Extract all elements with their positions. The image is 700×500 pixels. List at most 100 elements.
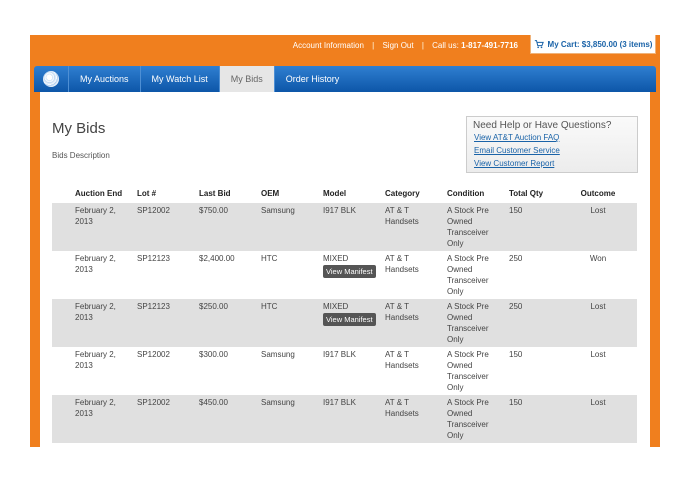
cell-condition: A Stock Pre Owned Transceiver Only (447, 395, 509, 443)
cell-category: AT & T Handsets (385, 299, 447, 347)
cell-total-qty: 250 (509, 251, 559, 299)
cart-summary: My Cart: $3,850.00 (3 items) (547, 39, 653, 49)
cell-outcome: Lost (559, 395, 637, 443)
cell-auction-end-text: February 2, 2013 (75, 398, 116, 418)
cell-outcome-text: Lost (590, 302, 606, 311)
cell-outcome-text: Lost (590, 206, 606, 215)
cell-oem-text: HTC (261, 302, 278, 311)
cell-auction-end: February 2, 2013 (52, 251, 137, 299)
cell-outcome-text: Lost (590, 350, 606, 359)
cell-model: I917 BLK (323, 395, 385, 443)
faq-link[interactable]: View AT&T Auction FAQ (474, 133, 560, 142)
att-globe-icon[interactable] (34, 66, 69, 92)
nav-my-bids[interactable]: My Bids (219, 66, 275, 92)
page-description: Bids Description (52, 151, 110, 160)
top-links: Account Information | Sign Out | Call us… (293, 41, 518, 50)
cell-last-bid: $250.00 (199, 299, 261, 347)
view-manifest-button[interactable]: View Manifest (323, 265, 376, 278)
cell-total-qty-text: 150 (509, 398, 523, 407)
col-category: Category (385, 189, 420, 198)
cell-total-qty-text: 250 (509, 302, 523, 311)
col-oem: OEM (261, 189, 280, 198)
cell-oem: HTC (261, 251, 323, 299)
cell-last-bid: $450.00 (199, 395, 261, 443)
customer-report-link[interactable]: View Customer Report (474, 159, 555, 168)
call-us-label: Call us: (432, 41, 459, 50)
cell-lot: SP12002 (137, 395, 199, 443)
cell-oem-text: HTC (261, 254, 278, 263)
cell-auction-end-text: February 2, 2013 (75, 302, 116, 322)
cell-category-text: AT & T Handsets (385, 350, 419, 370)
cell-total-qty: 150 (509, 395, 559, 443)
nav-order-history[interactable]: Order History (285, 74, 340, 84)
cell-lot: SP12123 (137, 299, 199, 347)
col-condition: Condition (447, 189, 485, 198)
cell-total-qty-text: 150 (509, 206, 523, 215)
cell-last-bid-text: $2,400.00 (199, 254, 235, 263)
cell-total-qty: 250 (509, 299, 559, 347)
cell-oem-text: Samsung (261, 398, 295, 407)
cell-outcome: Lost (559, 347, 637, 395)
separator: | (372, 41, 375, 50)
table-header-row: Auction End Lot # Last Bid OEM Model Cat… (52, 189, 637, 203)
account-information-link[interactable]: Account Information (292, 41, 364, 50)
cell-model: MIXED View Manifest (323, 251, 385, 299)
nav-my-auctions[interactable]: My Auctions (69, 66, 141, 92)
main-nav: My Auctions My Watch List My Bids Order … (34, 66, 656, 92)
cell-lot-text: SP12123 (137, 302, 170, 311)
email-customer-service-link[interactable]: Email Customer Service (474, 146, 560, 155)
cell-model-text: I917 BLK (323, 206, 356, 215)
cell-oem-text: Samsung (261, 350, 295, 359)
cell-lot: SP12123 (137, 251, 199, 299)
cell-model-text: MIXED (323, 302, 349, 311)
cell-lot-text: SP12002 (137, 206, 170, 215)
nav-my-watch-list[interactable]: My Watch List (141, 66, 220, 92)
col-total-qty: Total Qty (509, 189, 544, 198)
cell-condition-text: A Stock Pre Owned Transceiver Only (447, 302, 489, 344)
col-last-bid: Last Bid (199, 189, 231, 198)
table-row: February 2, 2013 SP12002 $750.00 Samsung I91… (52, 203, 637, 251)
cart-button[interactable]: My Cart: $3,850.00 (3 items) (530, 35, 656, 54)
phone-number: 1-817-491-7716 (461, 41, 518, 50)
cell-total-qty: 150 (509, 347, 559, 395)
cell-oem: HTC (261, 299, 323, 347)
cell-last-bid: $750.00 (199, 203, 261, 251)
cell-condition: A Stock Pre Owned Transceiver Only (447, 203, 509, 251)
help-title: Need Help or Have Questions? (473, 120, 612, 131)
cell-model: I917 BLK (323, 203, 385, 251)
cell-category-text: AT & T Handsets (385, 398, 419, 418)
cell-outcome: Won (559, 251, 637, 299)
cell-condition-text: A Stock Pre Owned Transceiver Only (447, 350, 489, 392)
cell-lot: SP12002 (137, 203, 199, 251)
cell-last-bid-text: $300.00 (199, 350, 228, 359)
cell-model: I917 BLK (323, 347, 385, 395)
cell-oem-text: Samsung (261, 206, 295, 215)
cell-condition-text: A Stock Pre Owned Transceiver Only (447, 206, 489, 248)
view-manifest-button[interactable]: View Manifest (323, 313, 376, 326)
table-row: February 2, 2013 SP12123 $2,400.00 HTC MIXED… (52, 251, 637, 299)
cell-auction-end: February 2, 2013 (52, 203, 137, 251)
cell-outcome-text: Lost (590, 398, 606, 407)
separator: | (421, 41, 424, 50)
cell-lot: SP12002 (137, 347, 199, 395)
col-outcome: Outcome (580, 189, 616, 198)
cell-condition: A Stock Pre Owned Transceiver Only (447, 347, 509, 395)
col-lot: Lot # (137, 189, 157, 198)
cell-auction-end-text: February 2, 2013 (75, 350, 116, 370)
cell-oem: Samsung (261, 203, 323, 251)
cell-category-text: AT & T Handsets (385, 302, 419, 322)
page-frame: Account Information | Sign Out | Call us… (30, 35, 660, 447)
col-model: Model (323, 189, 347, 198)
cell-category-text: AT & T Handsets (385, 206, 419, 226)
main-content: My Bids Bids Description Need Help or Ha… (40, 92, 650, 447)
cell-last-bid: $2,400.00 (199, 251, 261, 299)
sign-out-link[interactable]: Sign Out (382, 41, 414, 50)
col-auction-end: Auction End (75, 189, 123, 198)
cell-auction-end: February 2, 2013 (52, 347, 137, 395)
cell-last-bid-text: $750.00 (199, 206, 228, 215)
table-row: February 2, 2013 SP12002 $450.00 Samsung I91… (52, 395, 637, 443)
cell-model-text: I917 BLK (323, 398, 356, 407)
cell-last-bid-text: $450.00 (199, 398, 228, 407)
page-title: My Bids (52, 120, 106, 137)
table-row: February 2, 2013 SP12123 $250.00 HTC MIXED Vi… (52, 299, 637, 347)
